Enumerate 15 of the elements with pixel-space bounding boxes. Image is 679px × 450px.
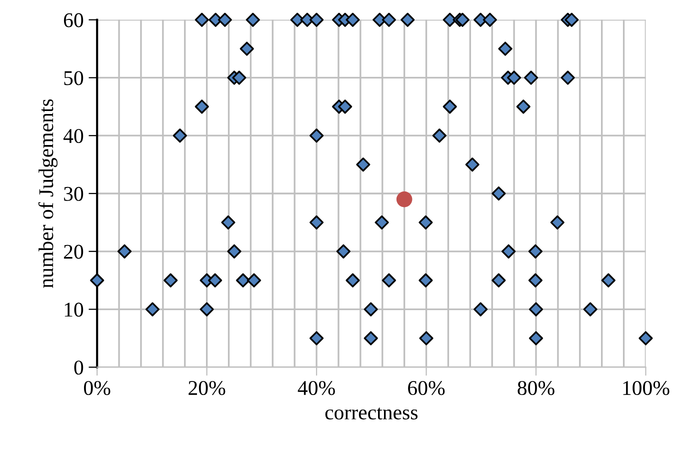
y-tick-label: 40 (63, 128, 84, 144)
y-tick-label: 30 (64, 186, 84, 201)
y-tick-label: 60 (64, 13, 84, 28)
y-tick-label: 50 (64, 71, 84, 86)
x-tick-label: 80% (518, 380, 554, 396)
y-axis-title: number of Judgements (38, 99, 58, 288)
x-tick-label: 60% (408, 380, 445, 396)
x-tick-label: 0% (84, 380, 110, 396)
x-tick-label: 20% (188, 380, 226, 396)
x-tick-label: 100% (623, 380, 670, 396)
y-tick-label: 10 (64, 302, 84, 317)
y-tick-label: 0 (74, 360, 84, 375)
x-axis-title: correctness (325, 408, 418, 420)
x-tick-label: 40% (298, 380, 335, 396)
y-tick-label: 20 (64, 244, 84, 259)
